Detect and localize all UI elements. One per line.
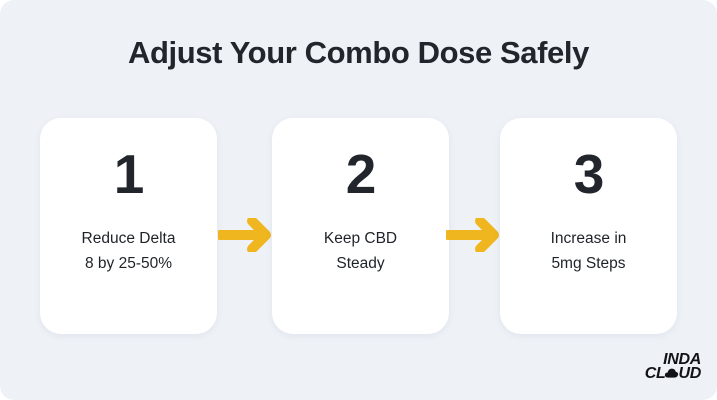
brand-logo-ud: UD xyxy=(678,365,701,382)
arrow-right-icon-1 xyxy=(218,218,274,252)
brand-logo-cl: CL xyxy=(644,365,666,382)
step-text-2-line-1: Keep CBD xyxy=(323,230,398,247)
brand-logo-line-2: CL UD xyxy=(629,365,702,382)
step-card-1[interactable]: 1 Reduce Delta 8 by 25-50% xyxy=(40,118,217,334)
cloud-icon xyxy=(664,367,679,379)
step-text-2: Keep CBD Steady xyxy=(278,226,443,276)
step-card-2[interactable]: 2 Keep CBD Steady xyxy=(272,118,449,334)
step-text-1-line-2: 8 by 25-50% xyxy=(84,255,173,272)
step-card-3[interactable]: 3 Increase in 5mg Steps xyxy=(500,118,677,334)
steps-row: 1 Reduce Delta 8 by 25-50% 2 Keep CBD St… xyxy=(40,118,677,334)
arrow-right-icon-2 xyxy=(446,218,502,252)
step-text-3-line-1: Increase in xyxy=(550,230,627,247)
step-number-3: 3 xyxy=(573,143,605,205)
brand-logo-line-1: INDA xyxy=(663,351,701,368)
step-number-2: 2 xyxy=(345,143,377,205)
step-text-1: Reduce Delta 8 by 25-50% xyxy=(46,226,211,276)
step-text-3-line-2: 5mg Steps xyxy=(551,255,626,272)
brand-logo: INDA CL UD xyxy=(629,351,702,386)
step-text-3: Increase in 5mg Steps xyxy=(506,226,671,276)
step-text-1-line-1: Reduce Delta xyxy=(81,230,176,247)
page-title: Adjust Your Combo Dose Safely xyxy=(128,35,589,70)
step-number-1: 1 xyxy=(113,143,145,205)
step-text-2-line-2: Steady xyxy=(336,255,385,272)
